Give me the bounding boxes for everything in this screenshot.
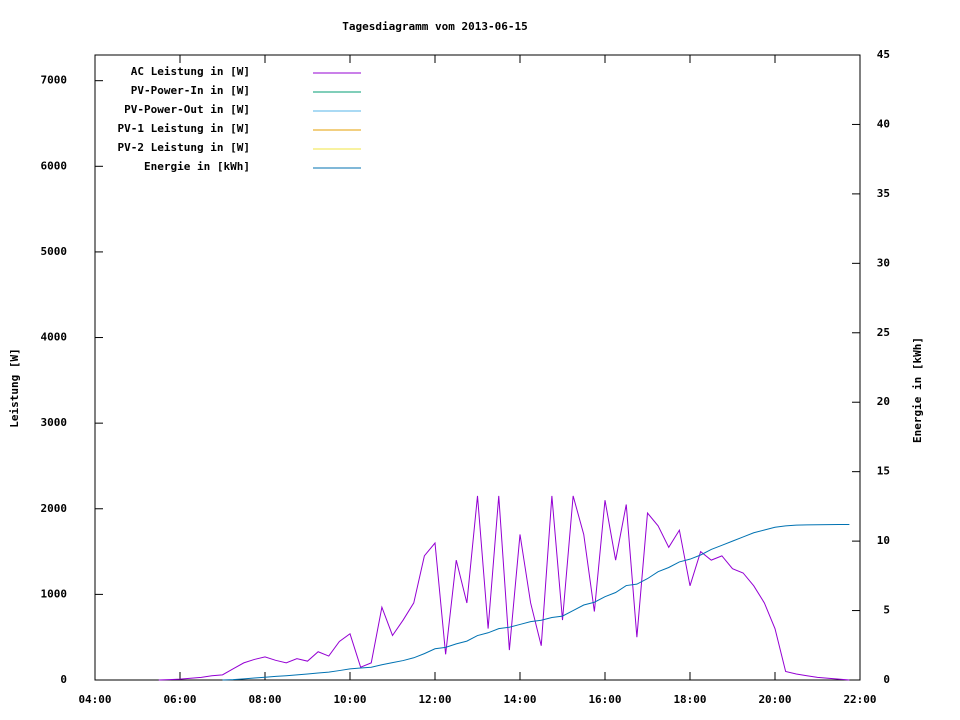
legend-label: PV-Power-In in [W] [131,84,250,97]
y2-tick-label: 0 [883,673,890,686]
x-tick-label: 18:00 [673,693,706,706]
x-tick-label: 16:00 [588,693,621,706]
x-tick-label: 12:00 [418,693,451,706]
legend-label: AC Leistung in [W] [131,65,250,78]
x-tick-label: 08:00 [248,693,281,706]
y2-tick-label: 30 [877,256,890,269]
series-line [222,523,850,681]
x-tick-label: 22:00 [843,693,876,706]
x-tick-label: 10:00 [333,693,366,706]
y2-tick-label: 40 [877,117,890,130]
y-tick-label: 0 [60,673,67,686]
x-tick-label: 06:00 [163,693,196,706]
y-tick-label: 3000 [41,416,68,429]
plot-frame [94,54,861,681]
chart-title: Tagesdiagramm vom 2013-06-15 [342,20,527,33]
y2-tick-label: 15 [877,465,890,478]
legend-label: PV-1 Leistung in [W] [118,122,250,135]
y-tick-label: 1000 [41,587,68,600]
y2-tick-label: 45 [877,48,890,61]
y-tick-label: 6000 [41,159,68,172]
y-tick-label: 7000 [41,74,68,87]
y2-tick-label: 20 [877,395,890,408]
y2-tick-label: 10 [877,534,890,547]
y2-tick-label: 25 [877,326,890,339]
y-axis-label: Leistung [W] [8,348,21,427]
legend-label: PV-Power-Out in [W] [124,103,250,116]
x-tick-label: 04:00 [78,693,111,706]
y-tick-label: 4000 [41,331,68,344]
y2-tick-label: 5 [883,604,890,617]
x-tick-label: 20:00 [758,693,791,706]
series-line [158,495,850,681]
x-tick-label: 14:00 [503,693,536,706]
legend-label: Energie in [kWh] [144,160,250,173]
y2-axis-label: Energie in [kWh] [911,337,924,443]
y2-tick-label: 35 [877,187,890,200]
y-tick-label: 5000 [41,245,68,258]
y-tick-label: 2000 [41,502,68,515]
legend-label: PV-2 Leistung in [W] [118,141,250,154]
